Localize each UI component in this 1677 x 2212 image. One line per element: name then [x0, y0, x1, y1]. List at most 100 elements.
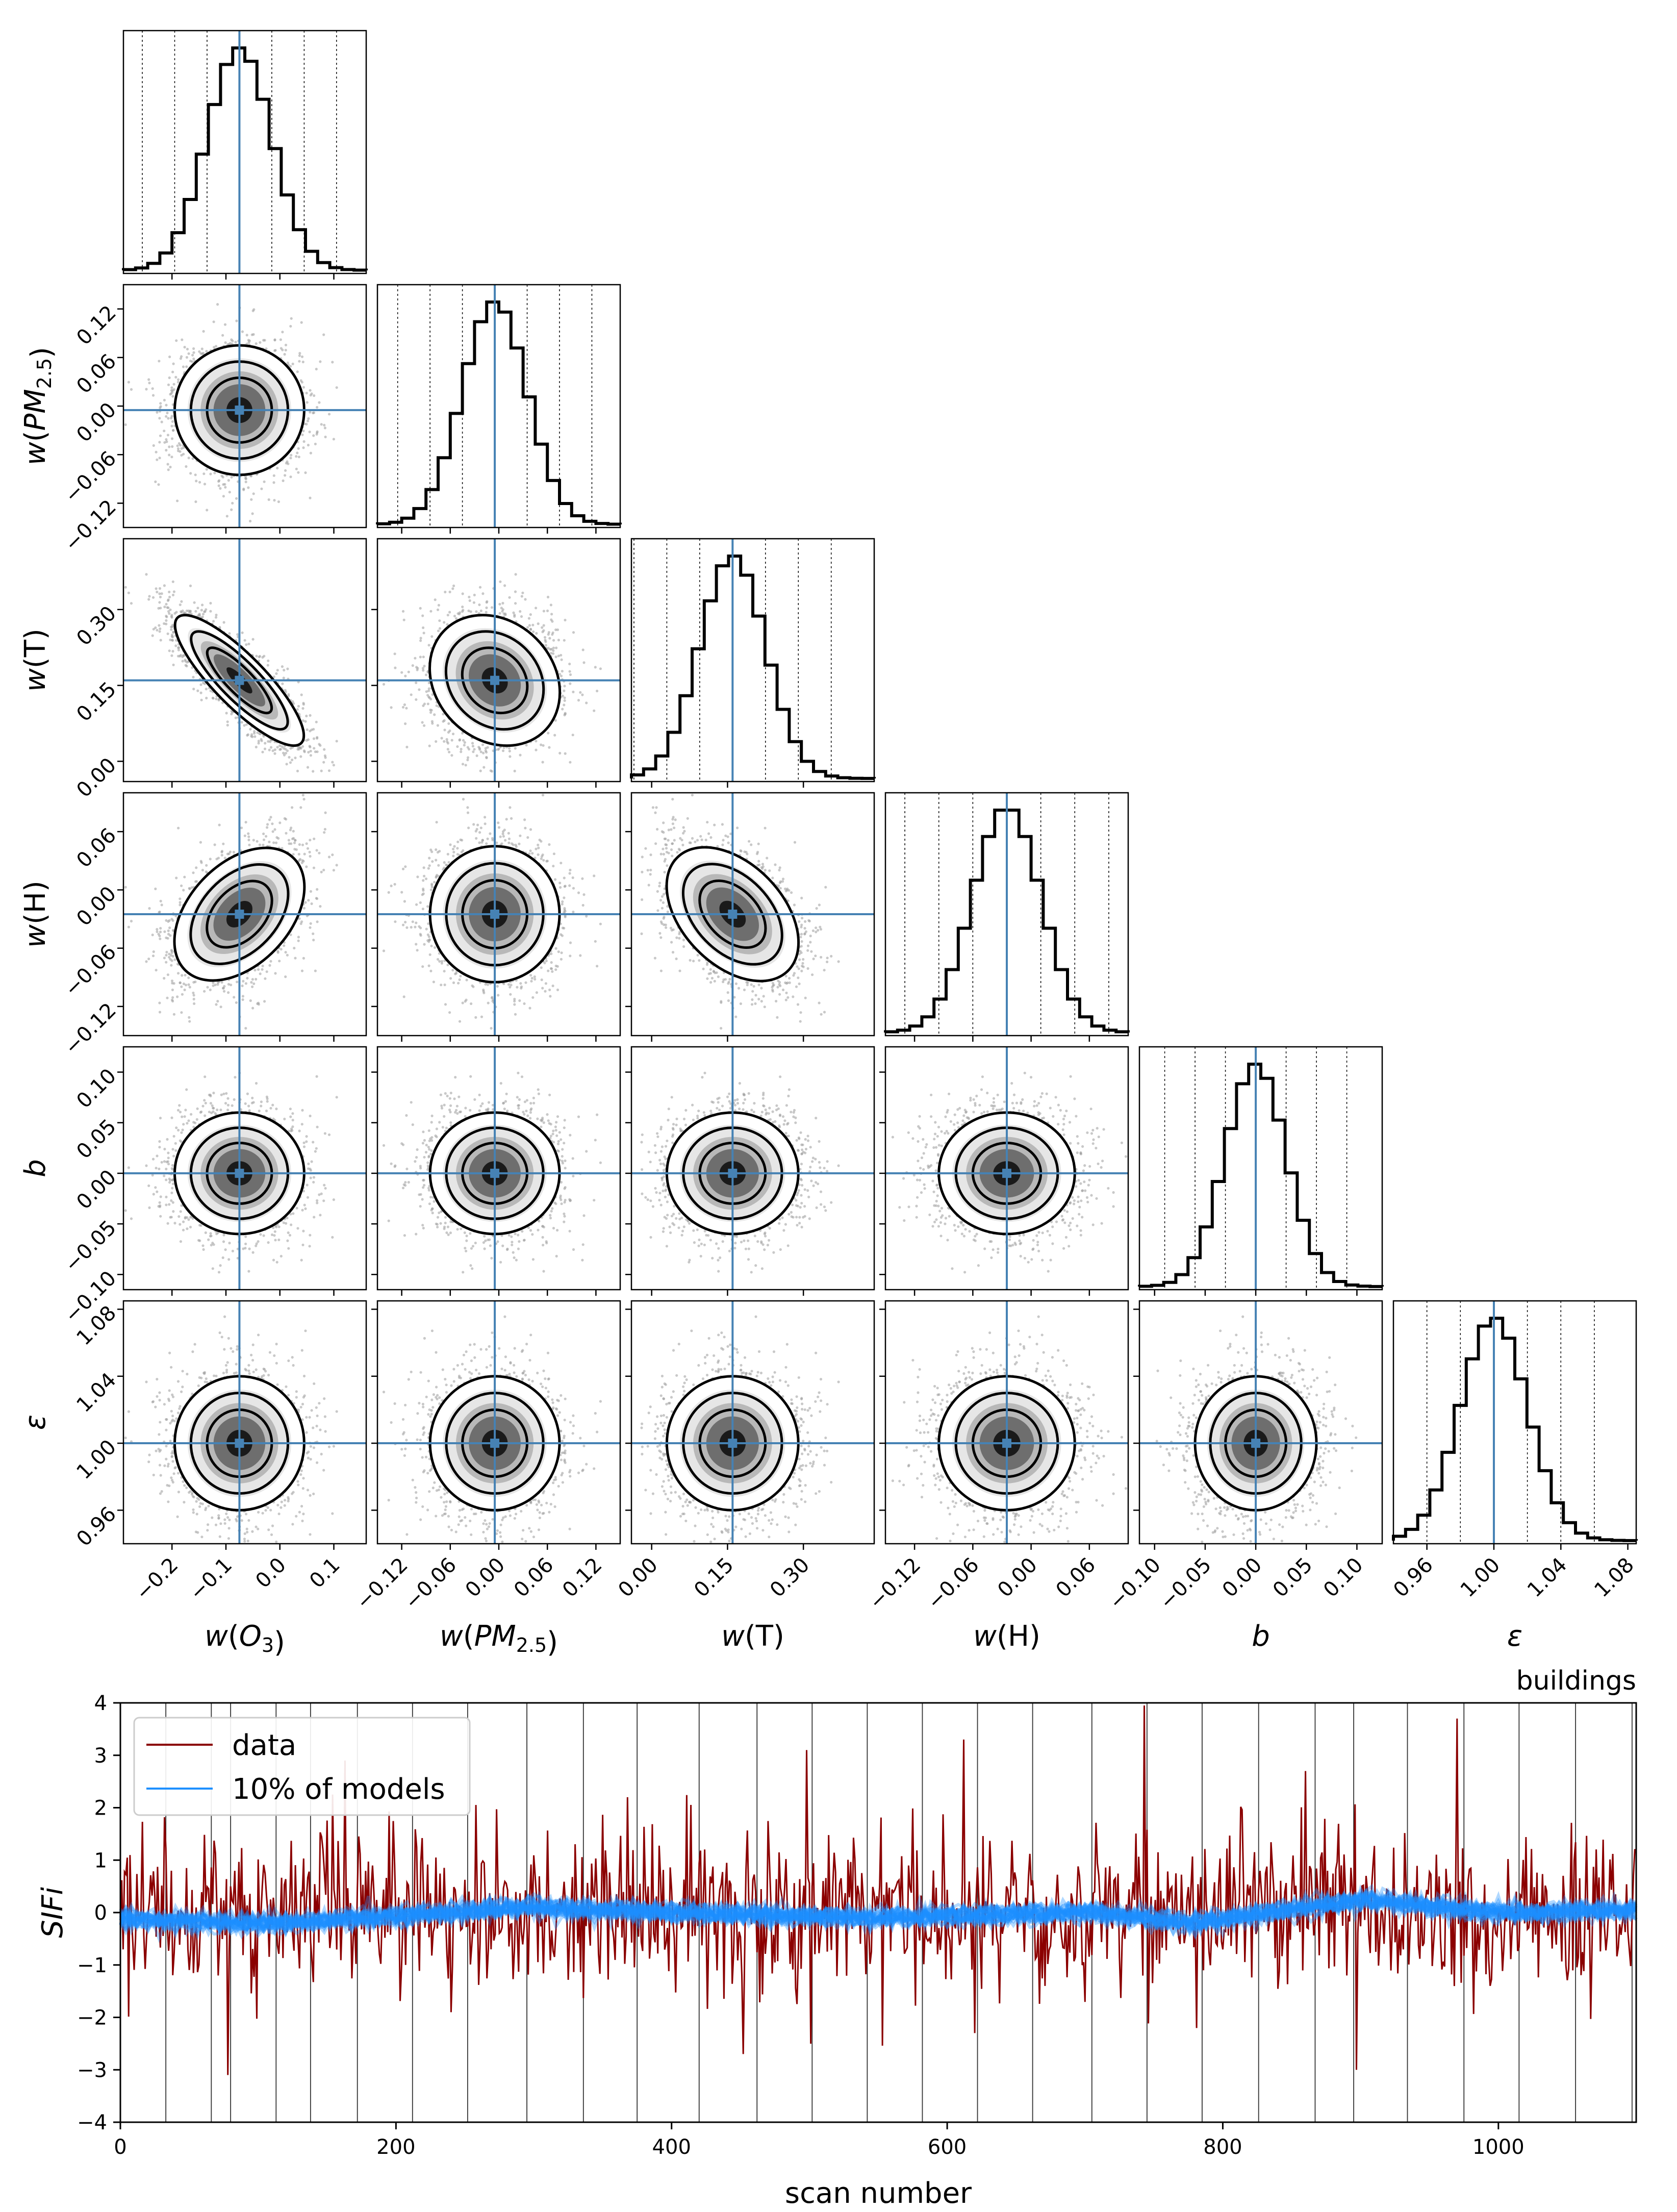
sample-point [307, 750, 310, 754]
sample-point [283, 753, 286, 757]
truth-marker [235, 405, 244, 415]
sample-point [156, 590, 159, 594]
sample-point [305, 714, 308, 718]
sample-point [250, 498, 253, 501]
sample-point [127, 591, 130, 594]
sample-point [171, 429, 175, 432]
sample-point [263, 480, 266, 483]
sample-point [168, 590, 171, 593]
sample-point [259, 341, 262, 344]
sample-point [301, 433, 304, 436]
sample-point [171, 639, 174, 642]
sample-point [298, 354, 301, 357]
sample-point [165, 615, 168, 618]
sample-point [159, 595, 162, 598]
sample-point [312, 434, 315, 437]
sample-point [174, 644, 177, 647]
sample-point [281, 665, 284, 668]
sample-point [284, 474, 287, 477]
sample-point [214, 616, 218, 619]
sample-point [168, 376, 171, 380]
sample-point [170, 456, 173, 459]
sample-point [217, 484, 220, 487]
sample-point [251, 512, 254, 515]
sample-point [151, 634, 154, 637]
x-axis-label-wO3: w(O3) [205, 1620, 285, 1659]
sample-point [335, 386, 338, 389]
sample-point [286, 361, 289, 364]
y-tick-label: 0.00 [72, 398, 121, 447]
sample-point [151, 387, 154, 390]
sample-point [170, 633, 174, 636]
sample-point [172, 383, 175, 386]
corner-panel-wO3-wPM: −0.12−0.060.000.060.12 [60, 284, 367, 556]
sample-point [176, 655, 180, 658]
sample-point [176, 447, 180, 450]
sample-point [148, 595, 151, 598]
sample-point [281, 331, 284, 334]
sample-point [309, 496, 312, 499]
sample-point [324, 435, 327, 439]
sample-point [163, 584, 166, 587]
sample-point [203, 483, 207, 486]
sample-point [309, 389, 312, 392]
sample-point [319, 360, 322, 363]
sample-point [177, 378, 180, 381]
sample-point [195, 480, 198, 483]
sample-point [289, 457, 292, 460]
sample-point [158, 360, 161, 363]
sample-point [156, 629, 159, 632]
sample-point [215, 697, 218, 700]
sample-point [257, 740, 260, 743]
sample-point [295, 455, 298, 458]
sample-point [177, 648, 180, 651]
sample-point [288, 756, 291, 759]
sample-point [130, 388, 133, 391]
sample-point [313, 747, 316, 750]
sample-point [200, 347, 204, 350]
sample-point [298, 360, 301, 363]
sample-point [284, 343, 288, 346]
sample-point [247, 486, 250, 489]
sample-point [167, 383, 170, 386]
sample-point [223, 483, 226, 486]
sample-point [300, 693, 303, 696]
sample-point [168, 595, 171, 598]
sample-point [273, 499, 276, 502]
y-axis-label-wPM: w(PM2.5) [19, 347, 58, 465]
sample-point [303, 750, 306, 753]
sample-point [322, 761, 325, 764]
sample-point [163, 430, 166, 433]
sample-point [296, 769, 299, 772]
sample-point [176, 444, 179, 447]
sample-point [158, 630, 161, 633]
y-tick-label: −0.12 [60, 495, 121, 556]
y-tick-label: −0.06 [60, 447, 121, 508]
sample-point [297, 705, 300, 708]
sample-point [273, 752, 276, 755]
sample-point [279, 338, 283, 341]
sample-point [192, 351, 195, 354]
sample-point [261, 656, 264, 659]
y-tick-label: 0.12 [72, 301, 121, 350]
sample-point [267, 659, 270, 662]
sample-point [227, 479, 230, 482]
sample-point [204, 610, 207, 613]
sample-point [245, 643, 248, 646]
sample-point [217, 480, 220, 483]
sample-point [191, 354, 194, 357]
sample-point [252, 308, 256, 311]
sample-point [160, 592, 163, 595]
sample-point [300, 381, 303, 384]
sample-point [252, 333, 255, 336]
sample-point [230, 713, 233, 716]
sample-point [286, 749, 289, 752]
sample-point [158, 441, 161, 444]
sample-point [230, 508, 233, 511]
corner-panel-wO3-wO3 [122, 30, 368, 280]
sample-point [163, 606, 166, 609]
sample-point [261, 750, 264, 753]
sample-point [165, 415, 168, 418]
sample-point [206, 509, 209, 512]
